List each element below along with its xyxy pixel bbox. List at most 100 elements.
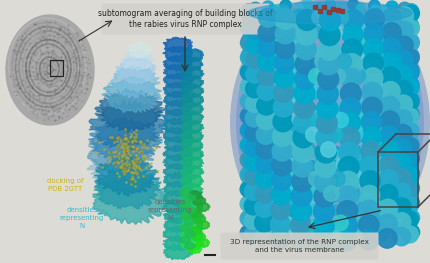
Circle shape	[254, 228, 273, 247]
Circle shape	[288, 136, 297, 145]
Circle shape	[246, 36, 264, 54]
Polygon shape	[164, 100, 193, 116]
Circle shape	[328, 87, 338, 98]
Circle shape	[380, 140, 399, 160]
Circle shape	[277, 214, 291, 227]
Circle shape	[374, 191, 385, 203]
Circle shape	[292, 142, 313, 163]
Circle shape	[394, 110, 412, 128]
Circle shape	[270, 229, 290, 249]
Circle shape	[367, 170, 381, 184]
Circle shape	[354, 48, 362, 56]
Circle shape	[242, 33, 256, 48]
Circle shape	[271, 170, 292, 190]
Circle shape	[243, 224, 258, 238]
Circle shape	[374, 20, 384, 30]
Circle shape	[362, 112, 382, 132]
Circle shape	[374, 220, 386, 232]
Circle shape	[374, 140, 387, 153]
Circle shape	[337, 209, 345, 217]
Circle shape	[305, 117, 316, 127]
Circle shape	[293, 127, 314, 148]
Circle shape	[289, 171, 304, 185]
Circle shape	[300, 39, 315, 54]
Circle shape	[306, 33, 314, 41]
Circle shape	[240, 64, 257, 80]
Circle shape	[240, 152, 256, 168]
Circle shape	[361, 225, 370, 233]
Circle shape	[351, 102, 362, 113]
Circle shape	[313, 230, 334, 251]
Circle shape	[336, 156, 351, 172]
Circle shape	[282, 59, 293, 70]
Circle shape	[251, 149, 264, 162]
Circle shape	[273, 112, 293, 132]
Circle shape	[393, 213, 411, 231]
Circle shape	[281, 29, 292, 41]
Circle shape	[386, 16, 399, 28]
Circle shape	[375, 184, 388, 197]
Circle shape	[402, 138, 419, 154]
Circle shape	[388, 104, 400, 117]
Circle shape	[358, 97, 373, 112]
Circle shape	[393, 198, 411, 216]
Circle shape	[274, 68, 294, 88]
Circle shape	[382, 8, 402, 27]
Circle shape	[303, 43, 313, 54]
Circle shape	[270, 51, 283, 64]
Circle shape	[333, 215, 348, 231]
Circle shape	[378, 229, 397, 248]
Circle shape	[353, 215, 368, 230]
Polygon shape	[181, 193, 203, 206]
Circle shape	[351, 92, 359, 100]
Circle shape	[294, 83, 315, 104]
Circle shape	[380, 126, 399, 145]
Circle shape	[240, 210, 256, 226]
Circle shape	[327, 24, 342, 40]
Circle shape	[267, 206, 279, 218]
Circle shape	[315, 156, 330, 172]
Circle shape	[377, 169, 390, 181]
Circle shape	[240, 108, 257, 124]
Polygon shape	[102, 77, 162, 113]
Circle shape	[369, 214, 382, 227]
Circle shape	[265, 133, 277, 145]
Circle shape	[283, 117, 295, 129]
Polygon shape	[179, 225, 191, 231]
Circle shape	[269, 227, 281, 239]
Circle shape	[304, 180, 312, 188]
Circle shape	[280, 5, 289, 14]
Polygon shape	[181, 174, 203, 188]
Circle shape	[359, 215, 379, 235]
Circle shape	[240, 123, 257, 139]
Circle shape	[373, 166, 382, 176]
Circle shape	[395, 36, 413, 54]
Circle shape	[273, 126, 293, 146]
Circle shape	[328, 136, 335, 143]
Circle shape	[295, 4, 304, 12]
Circle shape	[282, 166, 291, 175]
Circle shape	[395, 65, 413, 84]
Circle shape	[275, 24, 295, 44]
Circle shape	[290, 195, 299, 204]
Circle shape	[399, 90, 412, 104]
Circle shape	[398, 2, 412, 16]
Circle shape	[316, 209, 323, 217]
Circle shape	[283, 88, 294, 99]
Circle shape	[269, 124, 281, 136]
Circle shape	[363, 181, 372, 189]
Circle shape	[403, 5, 419, 22]
Circle shape	[318, 62, 326, 70]
Circle shape	[382, 37, 401, 57]
Circle shape	[250, 75, 263, 89]
Circle shape	[404, 48, 419, 63]
Circle shape	[378, 214, 397, 233]
Circle shape	[364, 24, 384, 44]
Circle shape	[363, 38, 384, 59]
Circle shape	[249, 61, 263, 74]
Circle shape	[270, 213, 282, 225]
Circle shape	[378, 199, 398, 219]
Circle shape	[341, 54, 362, 74]
Circle shape	[242, 121, 257, 136]
Ellipse shape	[248, 2, 412, 24]
